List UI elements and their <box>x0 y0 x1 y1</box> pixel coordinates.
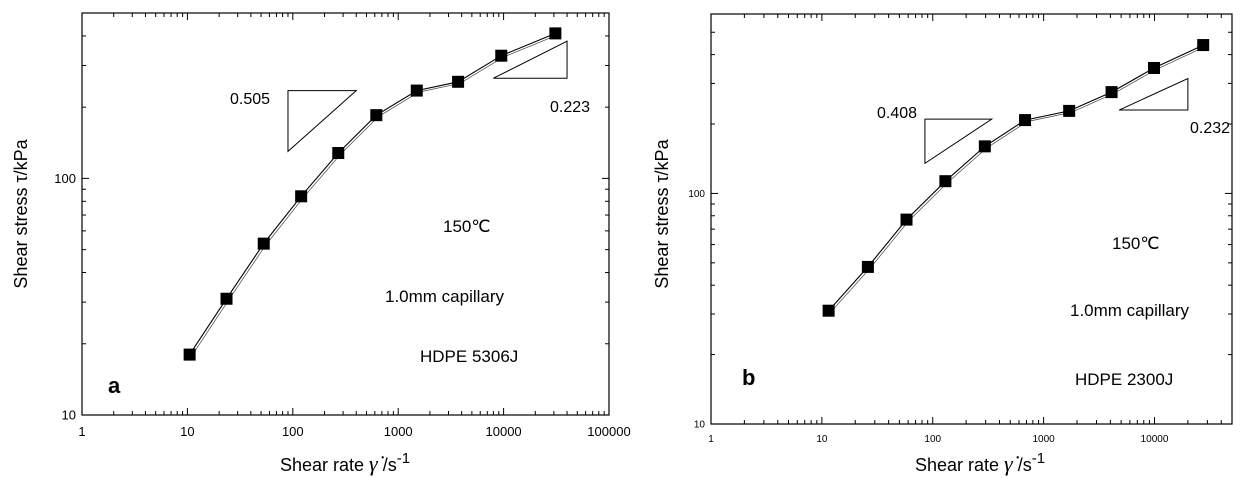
data-point <box>220 292 233 305</box>
plot-frame <box>81 12 610 416</box>
annotation-text: 1.0mm capillary <box>1070 301 1190 320</box>
annotation-text: HDPE 5306J <box>420 347 518 366</box>
x-tick-label: 10000 <box>486 424 522 439</box>
y-axis-label: Shear stress τ/kPa <box>11 138 31 288</box>
x-tick-label: 100000 <box>587 424 630 439</box>
data-point <box>1063 104 1076 117</box>
x-axis-label-text: Shear rate <box>280 455 369 475</box>
x-axis-label-unit: /s <box>1013 455 1032 475</box>
data-point <box>495 49 508 62</box>
slope-triangle <box>924 118 994 165</box>
panel-letter: b <box>742 365 755 390</box>
annotation-text: 1.0mm capillary <box>385 287 505 306</box>
data-point <box>900 213 913 226</box>
data-point <box>1105 86 1118 99</box>
x-tick-label: 1000 <box>384 424 413 439</box>
series-line <box>828 44 1204 312</box>
annotation-text: HDPE 2300J <box>1075 370 1173 389</box>
slope-triangle <box>1118 77 1189 111</box>
y-tick-label: 10 <box>694 420 706 431</box>
x-axis-label-exponent: -1 <box>397 450 410 467</box>
x-axis-label-unit: /s <box>378 455 397 475</box>
x-axis-label: Shear rate γ̇ /s-1 <box>280 450 410 476</box>
slope-triangle <box>287 90 358 153</box>
x-tick-label: 1000 <box>1033 434 1056 445</box>
data-point <box>410 84 423 97</box>
fit-line <box>191 34 558 357</box>
data-point <box>1019 114 1032 127</box>
data-point <box>370 109 383 122</box>
data-point <box>978 140 991 153</box>
data-point <box>257 237 270 250</box>
x-tick-label: 100 <box>282 424 304 439</box>
x-axis-label-text: Shear rate <box>915 455 1004 475</box>
data-point <box>1148 61 1161 74</box>
data-point <box>183 348 196 361</box>
x-axis-label-exponent: -1 <box>1032 450 1045 467</box>
data-point <box>939 175 952 188</box>
fit-line <box>830 46 1206 313</box>
x-tick-label: 100 <box>924 434 941 445</box>
y-tick-label: 10 <box>62 408 76 423</box>
slope-label: 0.505 <box>230 91 270 108</box>
x-tick-label: 10000 <box>1141 434 1169 445</box>
data-point <box>1197 39 1210 52</box>
x-tick-label: 10 <box>816 434 828 445</box>
annotation-text: 150℃ <box>1112 234 1159 253</box>
data-point <box>549 27 562 40</box>
y-tick-label: 100 <box>688 189 705 200</box>
x-tick-label: 10 <box>180 424 194 439</box>
slope-label: 0.408 <box>877 105 917 122</box>
annotation-text: 150℃ <box>443 217 490 236</box>
data-point <box>861 260 874 273</box>
x-axis-label: Shear rate γ̇ /s-1 <box>915 450 1045 476</box>
series-line <box>189 32 556 355</box>
data-point <box>452 75 465 88</box>
y-tick-label: 100 <box>54 171 76 186</box>
slope-label: 0.223 <box>550 99 590 116</box>
data-point <box>295 190 308 203</box>
y-axis-label: Shear stress τ/kPa <box>652 138 672 288</box>
slope-label: 0.232 <box>1190 120 1230 137</box>
panel-letter: a <box>108 373 121 398</box>
x-tick-label: 1 <box>708 434 714 445</box>
plot-frame <box>710 13 1233 425</box>
data-point <box>332 147 345 160</box>
data-point <box>822 304 835 317</box>
slope-triangle <box>493 40 568 79</box>
x-tick-label: 1 <box>78 424 85 439</box>
